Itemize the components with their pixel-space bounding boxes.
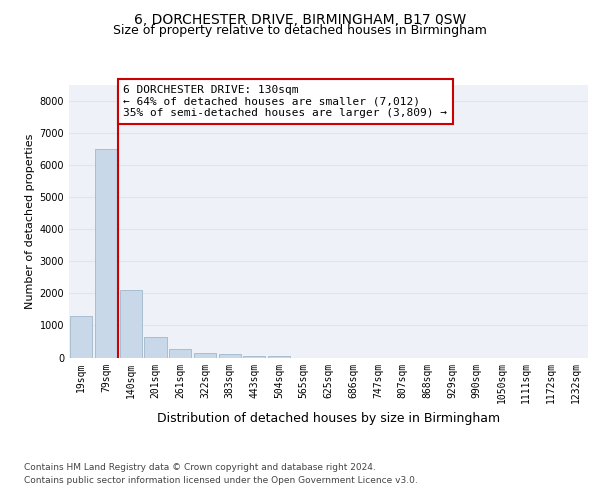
X-axis label: Distribution of detached houses by size in Birmingham: Distribution of detached houses by size … — [157, 412, 500, 425]
Bar — [70, 316, 92, 358]
Y-axis label: Number of detached properties: Number of detached properties — [25, 134, 35, 309]
Bar — [119, 290, 142, 358]
Text: 6 DORCHESTER DRIVE: 130sqm
← 64% of detached houses are smaller (7,012)
35% of s: 6 DORCHESTER DRIVE: 130sqm ← 64% of deta… — [124, 85, 448, 118]
Text: Contains HM Land Registry data © Crown copyright and database right 2024.: Contains HM Land Registry data © Crown c… — [24, 464, 376, 472]
Bar — [194, 352, 216, 358]
Bar — [169, 348, 191, 358]
Bar — [145, 336, 167, 357]
Text: 6, DORCHESTER DRIVE, BIRMINGHAM, B17 0SW: 6, DORCHESTER DRIVE, BIRMINGHAM, B17 0SW — [134, 12, 466, 26]
Bar — [218, 354, 241, 358]
Bar — [243, 356, 265, 358]
Bar — [268, 356, 290, 358]
Text: Contains public sector information licensed under the Open Government Licence v3: Contains public sector information licen… — [24, 476, 418, 485]
Bar — [95, 149, 117, 358]
Text: Size of property relative to detached houses in Birmingham: Size of property relative to detached ho… — [113, 24, 487, 37]
